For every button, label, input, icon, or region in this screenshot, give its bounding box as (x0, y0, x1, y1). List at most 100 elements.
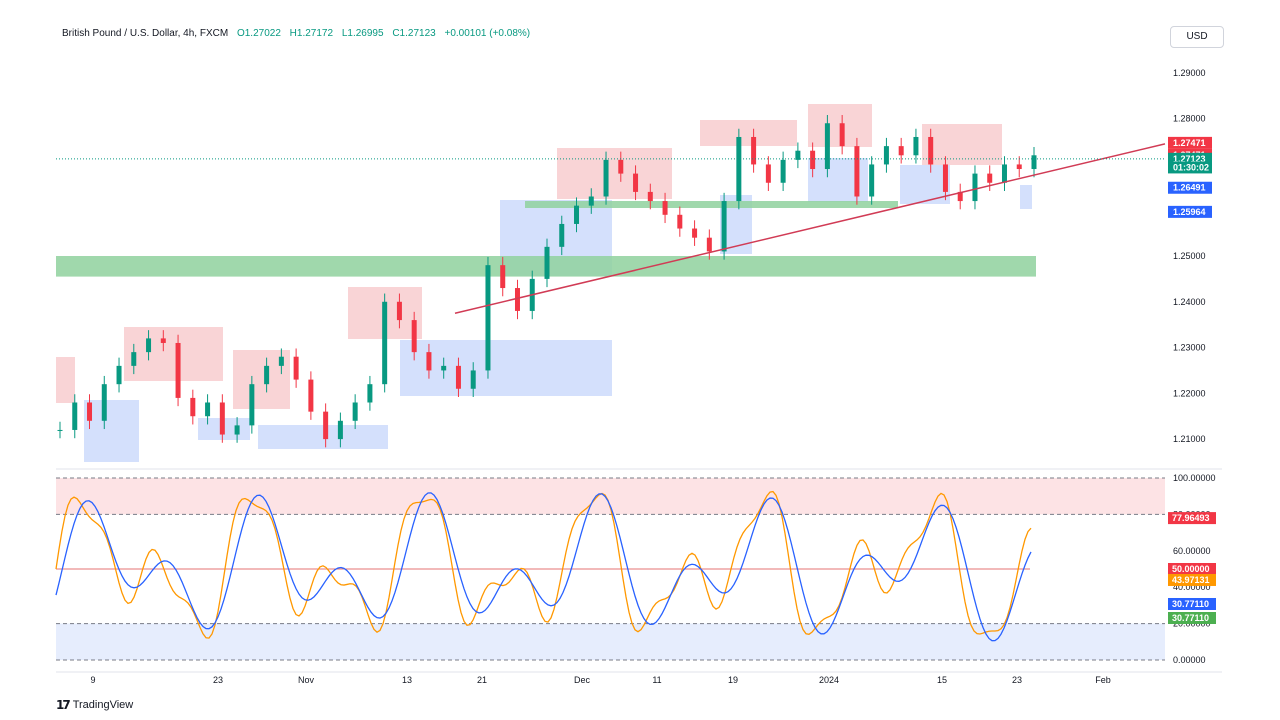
candle-body (721, 201, 727, 252)
candle-body (514, 288, 520, 311)
candle-body (765, 164, 771, 183)
supply-zone (557, 148, 672, 199)
time-tick-label: 13 (402, 675, 412, 685)
price-tick-label: 1.29000 (1173, 68, 1206, 78)
candle-body (293, 356, 299, 380)
candle-body (367, 384, 373, 403)
candle-body (869, 164, 875, 197)
candle-body (485, 265, 491, 371)
time-tick-label: 23 (213, 675, 223, 685)
candle-body (101, 384, 107, 421)
oscillator-value-box (1168, 573, 1216, 586)
demand-zone (900, 165, 950, 204)
oscillator-tick-label: 40.00000 (1173, 582, 1211, 592)
candle-body (116, 365, 122, 385)
candle-body (57, 429, 63, 431)
candle-body (692, 228, 698, 238)
candle-body (72, 402, 78, 430)
price-tick-label: 1.28000 (1173, 114, 1206, 124)
candle-body (898, 146, 904, 156)
demand-zone (84, 400, 139, 462)
candle-body (308, 379, 314, 412)
candle-body (854, 146, 860, 197)
candle-body (160, 338, 166, 343)
time-tick-label: 15 (937, 675, 947, 685)
price-tick-label: 1.24000 (1173, 297, 1206, 307)
symbol-legend[interactable]: British Pound / U.S. Dollar, 4h, FXCM O1… (62, 28, 536, 39)
ohlc-low: L1.26995 (341, 28, 384, 39)
demand-zone (258, 425, 388, 449)
time-tick-label: Dec (574, 675, 591, 685)
candle-body (603, 159, 609, 197)
candle-body (957, 191, 963, 202)
symbol-name: British Pound / U.S. Dollar, 4h, FXCM (62, 28, 229, 39)
stoch-k-line (55, 490, 1032, 639)
oscillator-tick-label: 100.00000 (1173, 473, 1216, 483)
candle-body (441, 365, 447, 371)
price-label: 1.27471 (1173, 138, 1206, 148)
candle-body (426, 352, 432, 371)
oscillator-value-box (1168, 597, 1216, 610)
price-label-box (1168, 161, 1212, 174)
candle-body (396, 301, 402, 321)
support-line-zone (525, 201, 898, 208)
price-label: 01:30:02 (1173, 162, 1209, 172)
candle-body (500, 265, 506, 289)
tradingview-logo-icon: 17 (56, 698, 71, 712)
candle-body (264, 365, 270, 385)
time-tick-label: 2024 (819, 675, 839, 685)
oscillator-tick-label: 0.00000 (1173, 655, 1206, 665)
price-tick-label: 1.23000 (1173, 343, 1206, 353)
candle-body (87, 402, 93, 421)
candle-body (751, 136, 757, 165)
candle-body (544, 246, 550, 279)
oscillator-value-box (1168, 563, 1216, 575)
candle-body (1001, 164, 1007, 183)
tradingview-logo[interactable]: 17 TradingView (56, 698, 133, 712)
candle-body (618, 159, 624, 174)
time-tick-label: 21 (477, 675, 487, 685)
candle-body (131, 352, 137, 366)
time-tick-label: 23 (1012, 675, 1022, 685)
candle-body (736, 136, 742, 202)
candle-body (352, 402, 358, 421)
price-label-box (1168, 205, 1212, 218)
candle-body (337, 420, 343, 440)
candle-body (323, 411, 329, 440)
candle-body (588, 196, 594, 206)
candle-body (455, 365, 461, 389)
candle-body (146, 338, 152, 353)
time-tick-label: Nov (298, 675, 315, 685)
time-tick-label: 9 (90, 675, 95, 685)
supply-zone (56, 357, 75, 403)
candle-body (559, 223, 565, 247)
time-tick-label: Feb (1095, 675, 1111, 685)
candle-body (219, 402, 225, 435)
candle-body (411, 320, 417, 353)
ohlc-open: O1.27022 (236, 28, 281, 39)
oscillator-value-label: 77.96493 (1172, 513, 1210, 523)
candle-body (706, 237, 712, 252)
candle-body (677, 214, 683, 229)
candle-body (780, 159, 786, 183)
ohlc-high: H1.27172 (289, 28, 334, 39)
candle-body (278, 356, 284, 366)
candle-body (883, 146, 889, 165)
ohlc-change: +0.00101 (+0.08%) (444, 28, 531, 39)
currency-button[interactable]: USD (1170, 26, 1224, 48)
oscillator-value-label: 30.77110 (1172, 613, 1209, 623)
candle-body (470, 370, 476, 389)
price-tick-label: 1.22000 (1173, 388, 1206, 398)
candle-body (839, 123, 845, 147)
candle-body (633, 173, 639, 192)
stoch-d-line (55, 492, 1032, 642)
oscillator-value-box (1168, 611, 1216, 624)
candle-body (795, 150, 801, 160)
trendline (454, 143, 1166, 314)
candle-body (574, 205, 580, 224)
price-label-box (1168, 136, 1212, 149)
oscillator-value-label: 43.97131 (1172, 575, 1210, 585)
oscillator-value-box (1168, 512, 1216, 525)
candle-body (928, 136, 934, 165)
